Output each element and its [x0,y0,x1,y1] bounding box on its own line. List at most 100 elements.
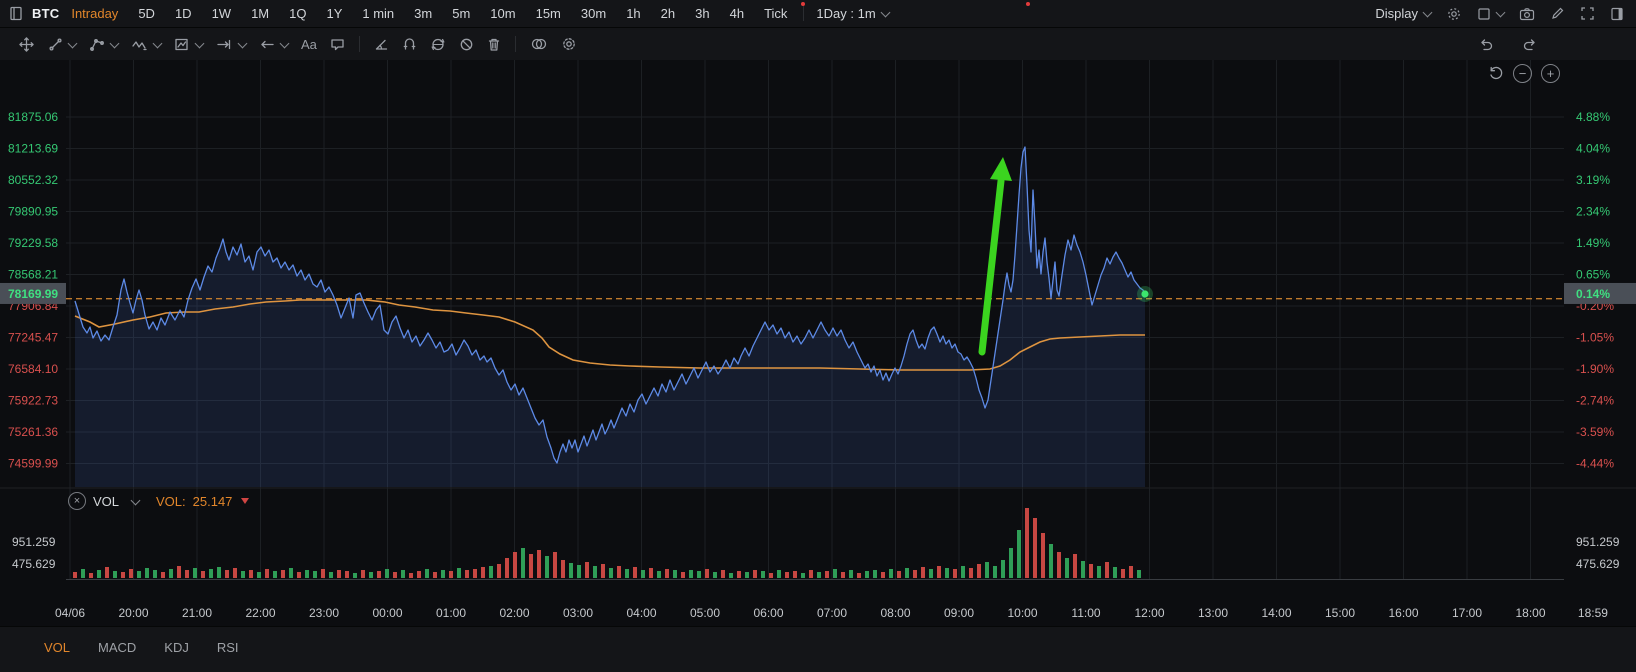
period-tab-1w[interactable]: 1W [211,6,232,21]
indicator-tab-kdj[interactable]: KDJ [164,640,189,655]
chart-topbar: BTC Intraday 5D 1D 1W 1M 1Q 1Y 1 min 3m 5m 10m 15m 3… [0,0,1636,28]
chevron-down-icon [194,38,205,48]
fullscreen-expand-icon[interactable] [1580,6,1595,21]
arrow-tool[interactable] [253,38,294,51]
trend-line-tool[interactable] [42,37,82,52]
time-tick-label: 02:00 [499,606,529,620]
period-tab-5m[interactable]: 5m [452,6,471,21]
period-tab-intraday[interactable]: Intraday [71,6,119,21]
toolbar-divider [358,36,360,52]
indicator-tab-bar: VOL MACD KDJ RSI [0,626,1636,672]
moving-average-line [74,299,1145,371]
period-tab-tick[interactable]: Tick [764,6,788,21]
draw-pencil-icon[interactable] [1550,6,1565,21]
period-tab-3h[interactable]: 3h [695,6,710,21]
delete-drawings-tool[interactable] [481,37,507,52]
time-tick-label: 03:00 [563,606,593,620]
hide-drawings-tool[interactable] [453,37,480,52]
volume-tick-label: 475.629 [1576,557,1620,571]
period-tab-30m[interactable]: 30m [580,6,607,21]
current-price-tag-left [0,282,66,304]
percent-tick-label: -2.74% [1576,394,1614,408]
period-tab-1y[interactable]: 1Y [326,6,343,21]
chart-settings-gear-icon[interactable] [1446,6,1462,22]
angle-tool[interactable] [368,37,395,51]
percent-tick-label: 4.04% [1576,142,1610,156]
period-tab-1h[interactable]: 1h [626,6,641,21]
interval-selector[interactable]: 1Day : 1m [803,6,891,21]
time-tick-label: 04/06 [55,606,85,620]
period-tab-15m[interactable]: 15m [535,6,561,21]
period-tab-4h[interactable]: 4h [729,6,745,21]
period-tab-1-min[interactable]: 1 min [362,6,395,21]
pitchfork-tool[interactable] [83,37,124,52]
reset-zoom-icon[interactable] [1488,66,1504,81]
notification-dot [1026,2,1030,6]
price-tick-label: 80552.32 [8,173,58,187]
volume-tick-label: 951.259 [12,535,56,549]
period-tab-1d[interactable]: 1D [174,6,192,21]
period-tab-1q[interactable]: 1Q [289,6,307,21]
period-tab-1m[interactable]: 1M [251,6,270,21]
period-tab-2h[interactable]: 2h [660,6,676,21]
time-tick-label: 00:00 [372,606,402,620]
percent-tick-label: -3.59% [1576,425,1614,439]
move-tool[interactable] [12,36,41,53]
drawing-settings-tool[interactable] [555,36,583,52]
grid-lines [66,60,1564,580]
comment-tool[interactable] [324,37,351,52]
chevron-down-icon[interactable] [130,495,141,505]
indicator-tab-vol[interactable]: VOL [44,640,71,655]
close-indicator-icon[interactable]: × [68,492,86,510]
chevron-down-icon [67,38,78,48]
wave-tool[interactable] [125,37,167,52]
price-tick-label: 79890.95 [8,205,58,219]
volume-bars [73,508,1141,578]
time-tick-label: 15:00 [1325,606,1355,620]
time-tick-label: 18:00 [1515,606,1545,620]
volume-indicator-name[interactable]: VOL [93,493,120,509]
indicator-tab-rsi[interactable]: RSI [216,640,239,655]
percent-tick-label: -4.44% [1576,457,1614,471]
close-glyph: × [73,495,81,507]
time-tick-label: 05:00 [690,606,720,620]
zoom-in-icon[interactable]: + [1541,64,1560,83]
chevron-down-icon [880,7,891,18]
display-menu[interactable]: Display [1375,6,1433,21]
volume-indicator-value: 25.147 [192,493,233,509]
watchlist-panel-icon[interactable] [9,6,24,21]
volume-tick-label: 951.259 [1576,535,1620,549]
indicator-tab-macd[interactable]: MACD [98,640,137,655]
time-tick-label: 17:00 [1452,606,1482,620]
period-tab-10m[interactable]: 10m [490,6,516,21]
right-panel-toggle-icon[interactable] [1610,7,1624,21]
text-tool[interactable]: Aa [295,37,323,52]
time-tick-label: 09:00 [944,606,974,620]
zoom-out-icon[interactable]: − [1513,64,1532,83]
pattern-tool[interactable] [168,37,209,52]
screenshot-camera-icon[interactable] [1519,7,1535,21]
price-line [74,146,1146,464]
price-tick-label: 77245.47 [8,331,58,345]
price-tick-label: 75922.73 [8,394,58,408]
chart-type-selector[interactable] [1477,7,1506,21]
symbol-label: BTC [32,6,60,21]
period-tab-5d[interactable]: 5D [138,6,155,21]
redo-icon[interactable] [1516,38,1544,51]
price-tick-label: 74599.99 [8,457,58,471]
time-tick-label: 06:00 [753,606,783,620]
extend-line-tool[interactable] [210,38,252,51]
price-area-fill [75,147,1145,487]
period-tab-3m[interactable]: 3m [414,6,433,21]
current-price-tags: 78169.99 0.14% [0,282,1636,304]
magnet-tool[interactable] [396,37,423,52]
last-price-dot [1141,290,1149,298]
time-tick-label: 22:00 [245,606,275,620]
chevron-down-icon [237,38,248,48]
continuous-drawing-tool[interactable] [424,37,452,52]
time-tick-label: 08:00 [880,606,910,620]
compare-tool[interactable] [524,37,554,51]
undo-icon[interactable] [1472,38,1500,51]
